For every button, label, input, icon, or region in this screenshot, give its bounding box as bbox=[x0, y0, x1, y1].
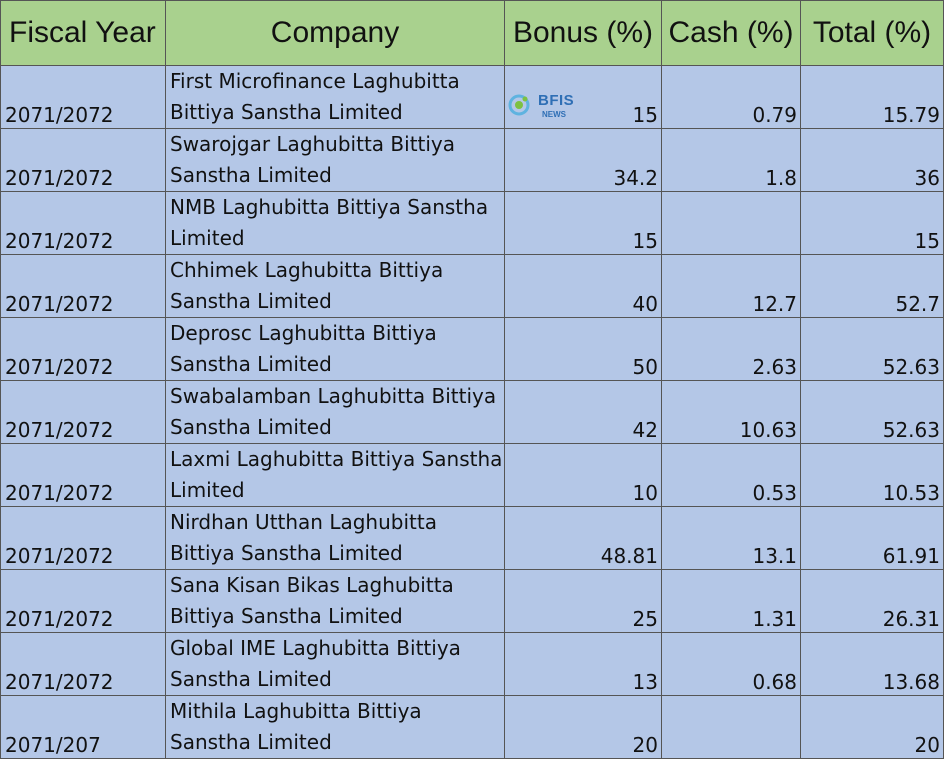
table-row: 2071/2072 Global IME Laghubitta Bittiya S… bbox=[0, 632, 944, 696]
cash-cell[interactable] bbox=[661, 695, 801, 759]
table-row: 2071/2072 NMB Laghubitta Bittiya Sanstha … bbox=[0, 191, 944, 255]
table-row: 2071/2072 Swarojgar Laghubitta Bittiya Sa… bbox=[0, 128, 944, 192]
bonus-cell[interactable]: 34.2 bbox=[504, 128, 662, 192]
cash-cell[interactable]: 1.31 bbox=[661, 569, 801, 633]
cash-cell[interactable]: 10.63 bbox=[661, 380, 801, 444]
total-cell[interactable]: 15.79 bbox=[800, 65, 944, 129]
company-cell[interactable]: Chhimek Laghubitta Bittiya Sanstha Limit… bbox=[165, 254, 505, 318]
year-cell[interactable]: 2071/207 bbox=[0, 695, 166, 759]
total-cell[interactable]: 15 bbox=[800, 191, 944, 255]
header-bonus[interactable]: Bonus (%) bbox=[504, 0, 662, 66]
company-cell[interactable]: Sana Kisan Bikas Laghubitta Bittiya Sans… bbox=[165, 569, 505, 633]
header-row: Fiscal Year Company Bonus (%) Cash (%) T… bbox=[0, 0, 944, 66]
bonus-cell[interactable]: 50 bbox=[504, 317, 662, 381]
company-cell[interactable]: Global IME Laghubitta Bittiya Sanstha Li… bbox=[165, 632, 505, 696]
year-cell[interactable]: 2071/2072 bbox=[0, 65, 166, 129]
bonus-cell[interactable]: 25 bbox=[504, 569, 662, 633]
table-row: 2071/207 Mithila Laghubitta Bittiya Sanst… bbox=[0, 695, 944, 759]
total-cell[interactable]: 10.53 bbox=[800, 443, 944, 507]
cash-cell[interactable]: 0.79 bbox=[661, 65, 801, 129]
company-cell[interactable]: First Microfinance Laghubitta Bittiya Sa… bbox=[165, 65, 505, 129]
header-fiscal-year[interactable]: Fiscal Year bbox=[0, 0, 166, 66]
cash-cell[interactable]: 0.53 bbox=[661, 443, 801, 507]
total-cell[interactable]: 20 bbox=[800, 695, 944, 759]
header-company[interactable]: Company bbox=[165, 0, 505, 66]
cash-cell[interactable]: 13.1 bbox=[661, 506, 801, 570]
total-cell[interactable]: 26.31 bbox=[800, 569, 944, 633]
bonus-cell[interactable]: 40 bbox=[504, 254, 662, 318]
bonus-cell[interactable]: 15 bbox=[504, 191, 662, 255]
bonus-cell[interactable]: 48.81 bbox=[504, 506, 662, 570]
header-total[interactable]: Total (%) bbox=[800, 0, 944, 66]
header-cash[interactable]: Cash (%) bbox=[661, 0, 801, 66]
year-cell[interactable]: 2071/2072 bbox=[0, 569, 166, 633]
bonus-cell[interactable]: 20 bbox=[504, 695, 662, 759]
total-cell[interactable]: 61.91 bbox=[800, 506, 944, 570]
bfis-logo-icon bbox=[508, 94, 530, 116]
cash-cell[interactable]: 2.63 bbox=[661, 317, 801, 381]
company-cell[interactable]: Laxmi Laghubitta Bittiya Sanstha Limited bbox=[165, 443, 505, 507]
table-row: 2071/2072 Deprosc Laghubitta Bittiya Sans… bbox=[0, 317, 944, 381]
cash-cell[interactable]: 12.7 bbox=[661, 254, 801, 318]
company-cell[interactable]: NMB Laghubitta Bittiya Sanstha Limited bbox=[165, 191, 505, 255]
table-row: 2071/2072 Nirdhan Utthan Laghubitta Bitti… bbox=[0, 506, 944, 570]
year-cell[interactable]: 2071/2072 bbox=[0, 443, 166, 507]
table-row: 2071/2072 Chhimek Laghubitta Bittiya Sans… bbox=[0, 254, 944, 318]
bfis-news-watermark: BFIS NEWS bbox=[508, 90, 590, 124]
company-cell[interactable]: Swarojgar Laghubitta Bittiya Sanstha Lim… bbox=[165, 128, 505, 192]
table-row: 2071/2072 Swabalamban Laghubitta Bittiya … bbox=[0, 380, 944, 444]
bonus-cell[interactable]: 10 bbox=[504, 443, 662, 507]
year-cell[interactable]: 2071/2072 bbox=[0, 254, 166, 318]
cash-cell[interactable] bbox=[661, 191, 801, 255]
total-cell[interactable]: 13.68 bbox=[800, 632, 944, 696]
year-cell[interactable]: 2071/2072 bbox=[0, 632, 166, 696]
watermark-subtext: NEWS bbox=[542, 110, 566, 119]
bonus-cell[interactable]: 13 bbox=[504, 632, 662, 696]
cash-cell[interactable]: 1.8 bbox=[661, 128, 801, 192]
bonus-cell[interactable]: 15 bbox=[504, 65, 662, 129]
table-row: 2071/2072 Sana Kisan Bikas Laghubitta Bit… bbox=[0, 569, 944, 633]
total-cell[interactable]: 52.63 bbox=[800, 380, 944, 444]
table-row: 2071/2072 Laxmi Laghubitta Bittiya Sansth… bbox=[0, 443, 944, 507]
company-cell[interactable]: Nirdhan Utthan Laghubitta Bittiya Sansth… bbox=[165, 506, 505, 570]
bonus-cell[interactable]: 42 bbox=[504, 380, 662, 444]
year-cell[interactable]: 2071/2072 bbox=[0, 317, 166, 381]
year-cell[interactable]: 2071/2072 bbox=[0, 506, 166, 570]
total-cell[interactable]: 36 bbox=[800, 128, 944, 192]
company-cell[interactable]: Mithila Laghubitta Bittiya Sanstha Limit… bbox=[165, 695, 505, 759]
cash-cell[interactable]: 0.68 bbox=[661, 632, 801, 696]
company-cell[interactable]: Deprosc Laghubitta Bittiya Sanstha Limit… bbox=[165, 317, 505, 381]
total-cell[interactable]: 52.7 bbox=[800, 254, 944, 318]
year-cell[interactable]: 2071/2072 bbox=[0, 128, 166, 192]
company-cell[interactable]: Swabalamban Laghubitta Bittiya Sanstha L… bbox=[165, 380, 505, 444]
total-cell[interactable]: 52.63 bbox=[800, 317, 944, 381]
table-body: 2071/2072 First Microfinance Laghubitta B… bbox=[0, 65, 944, 759]
watermark-text: BFIS bbox=[538, 92, 575, 109]
table-row: 2071/2072 First Microfinance Laghubitta B… bbox=[0, 65, 944, 129]
year-cell[interactable]: 2071/2072 bbox=[0, 191, 166, 255]
year-cell[interactable]: 2071/2072 bbox=[0, 380, 166, 444]
